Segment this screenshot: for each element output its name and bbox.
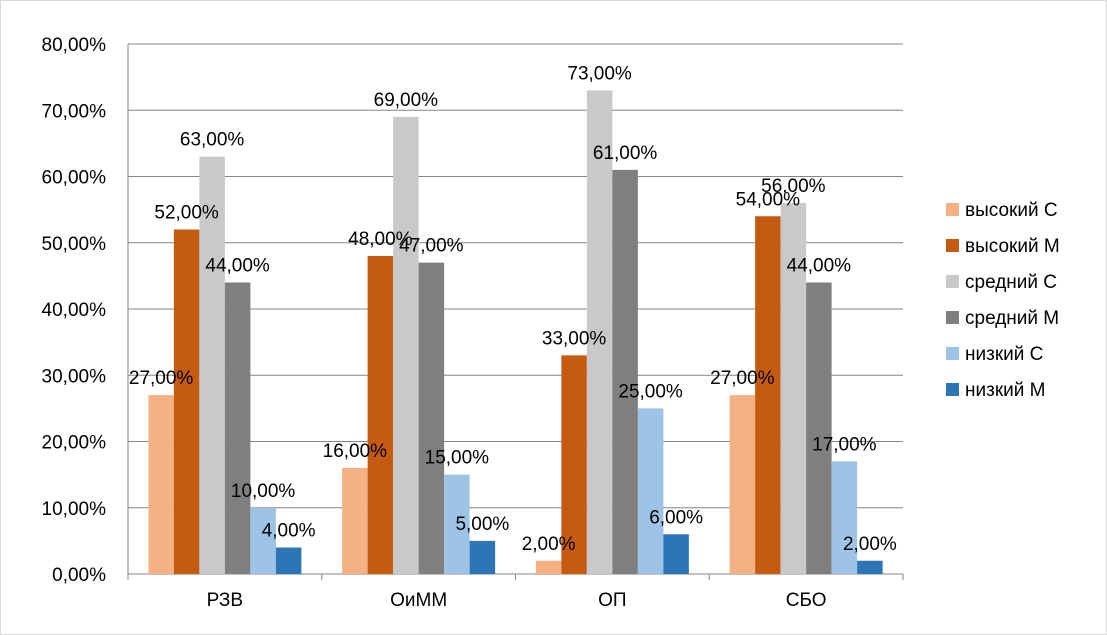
- data-label: 15,00%: [425, 448, 490, 469]
- y-tick-label: 80,00%: [42, 35, 107, 56]
- bar: [561, 355, 587, 574]
- data-labels: 27,00% 52,00% 63,00% 44,00% 10,00% 4,00% 16,00…: [129, 63, 897, 554]
- category-label: РЗВ: [207, 590, 243, 611]
- bar: [224, 282, 251, 574]
- bars: [148, 90, 883, 574]
- bar: [637, 408, 664, 574]
- legend-swatch: [946, 383, 959, 396]
- bar: [663, 534, 689, 574]
- data-label: 69,00%: [374, 90, 439, 111]
- data-label: 4,00%: [262, 521, 316, 542]
- y-tick-label: 20,00%: [42, 433, 107, 454]
- bar: [342, 468, 368, 574]
- bar: [586, 90, 613, 574]
- data-label: 27,00%: [129, 368, 194, 389]
- legend-label: средний М: [965, 308, 1059, 329]
- legend-swatch: [946, 275, 959, 288]
- legend-swatch: [946, 239, 959, 252]
- bar: [250, 507, 276, 574]
- y-tick-label: 10,00%: [42, 499, 107, 520]
- legend-label: высокий С: [965, 200, 1058, 221]
- legend-label: средний С: [965, 272, 1057, 293]
- bar: [367, 256, 394, 574]
- data-label: 44,00%: [205, 256, 270, 277]
- bar: [418, 262, 445, 574]
- data-label: 52,00%: [154, 203, 219, 224]
- data-label: 73,00%: [567, 63, 632, 84]
- bar: [806, 282, 832, 574]
- bar: [148, 395, 174, 574]
- legend-label: высокий М: [965, 236, 1060, 257]
- data-label: 25,00%: [618, 381, 683, 402]
- data-label: 10,00%: [231, 481, 296, 502]
- data-label: 48,00%: [348, 229, 413, 250]
- data-label: 5,00%: [455, 514, 509, 535]
- data-label: 27,00%: [710, 368, 775, 389]
- legend: высокий С высокий М средний С средний М низк…: [946, 200, 1060, 401]
- bar: [393, 116, 419, 574]
- data-label: 2,00%: [843, 534, 897, 555]
- bar: [857, 560, 883, 574]
- y-tick-label: 70,00%: [42, 101, 107, 122]
- y-tick-label: 30,00%: [42, 366, 107, 387]
- legend-swatch: [946, 311, 959, 324]
- bar: [612, 169, 638, 574]
- data-label: 56,00%: [761, 176, 826, 197]
- category-label: ОиММ: [390, 590, 447, 611]
- bar: [755, 216, 781, 574]
- legend-label: низкий М: [965, 380, 1045, 401]
- category-label: ОП: [598, 590, 626, 611]
- data-label: 44,00%: [787, 256, 852, 277]
- category-label: СБО: [786, 590, 827, 611]
- legend-label: низкий С: [965, 344, 1043, 365]
- y-tick-label: 50,00%: [42, 234, 107, 255]
- y-tick-label: 40,00%: [42, 300, 107, 321]
- bar: [444, 474, 470, 574]
- legend-swatch: [946, 347, 959, 360]
- data-label: 54,00%: [736, 189, 801, 210]
- data-label: 17,00%: [812, 434, 877, 455]
- bar: [275, 547, 302, 574]
- legend-swatch: [946, 203, 959, 216]
- bar: [729, 395, 756, 574]
- axes: 0,00% 10,00% 20,00% 30,00% 40,00% 50,00% 60,00…: [42, 35, 904, 611]
- bar: [199, 156, 225, 574]
- data-label: 47,00%: [399, 236, 464, 257]
- bar: [780, 203, 807, 574]
- data-label: 16,00%: [323, 441, 388, 462]
- data-label: 2,00%: [522, 534, 576, 555]
- bar: [469, 540, 496, 574]
- y-tick-label: 0,00%: [52, 565, 106, 586]
- data-label: 63,00%: [180, 130, 245, 151]
- data-label: 61,00%: [593, 143, 658, 164]
- bar: [831, 461, 858, 574]
- bar: [173, 229, 200, 574]
- y-tick-label: 60,00%: [42, 168, 107, 189]
- bar: [535, 560, 562, 574]
- data-label: 6,00%: [649, 507, 703, 528]
- data-label: 33,00%: [542, 328, 607, 349]
